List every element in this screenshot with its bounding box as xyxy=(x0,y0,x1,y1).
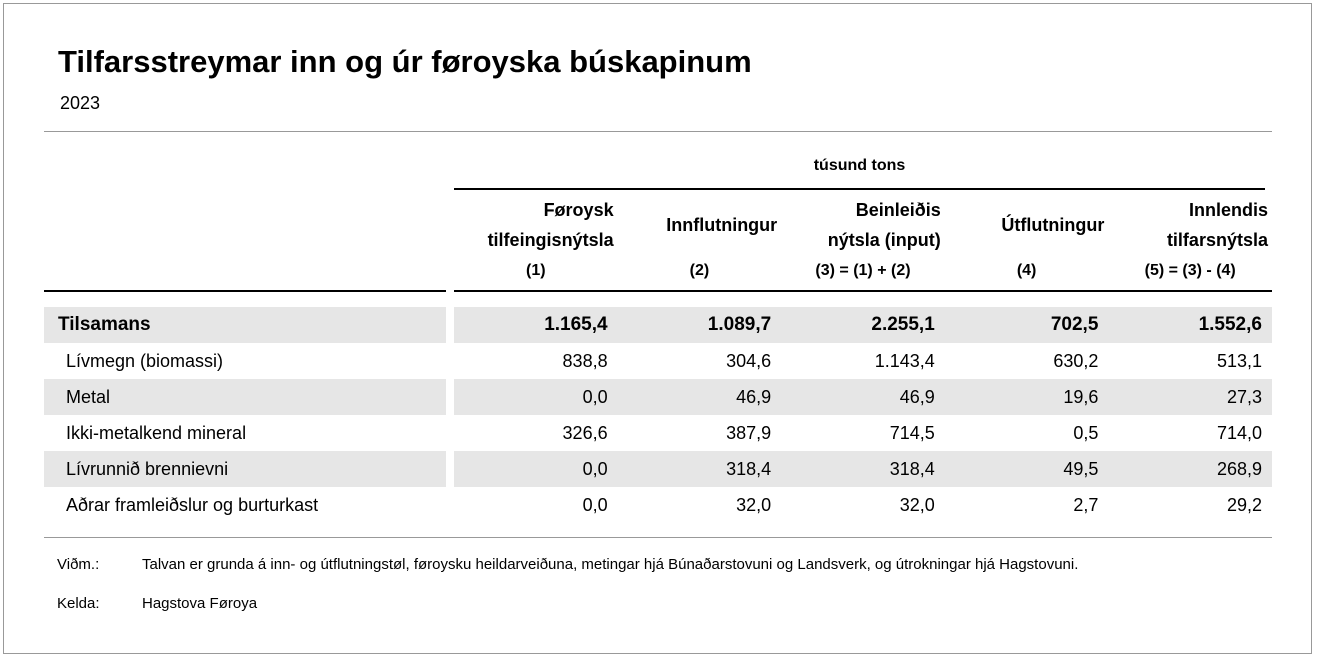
divider xyxy=(44,537,1272,538)
column-code: (3) = (1) + (2) xyxy=(815,262,911,279)
cell-value: 318,4 xyxy=(889,459,935,479)
cell-value: 0,0 xyxy=(582,495,608,515)
cell-value: 268,9 xyxy=(1216,459,1262,479)
header-bottom-rule xyxy=(454,290,1272,292)
table-row: Metal 0,0 46,9 46,9 19,6 27,3 xyxy=(44,379,1272,415)
cell-value: 19,6 xyxy=(1063,387,1099,407)
cell-value: 630,2 xyxy=(1053,351,1099,371)
column-code: (5) = (3) - (4) xyxy=(1144,262,1236,279)
column-header: Beinleiðis nýtsla (input) xyxy=(781,195,945,255)
cell-value: 304,6 xyxy=(726,351,772,371)
year-subtitle: 2023 xyxy=(60,93,101,113)
row-label: Metal xyxy=(44,379,446,415)
column-header-line: Beinleiðis xyxy=(855,200,941,220)
column-header: Innflutningur xyxy=(618,195,782,255)
table-frame xyxy=(3,3,1312,654)
note-text: Talvan er grunda á inn- og útflutningstø… xyxy=(142,556,1079,573)
table-row: Aðrar framleiðslur og burturkast 0,0 32,0 3… xyxy=(44,487,1272,523)
cell-value: 1.143,4 xyxy=(874,351,935,371)
column-header: Føroysk tilfeingisnýtsla xyxy=(454,195,618,255)
column-code: (1) xyxy=(526,262,546,279)
column-code: (4) xyxy=(1016,262,1037,279)
cell-value: 32,0 xyxy=(736,495,772,515)
cell-value: 46,9 xyxy=(736,387,772,407)
column-header-line: nýtsla (input) xyxy=(827,230,941,250)
row-label: Tilsamans xyxy=(44,307,446,343)
row-background xyxy=(454,307,1272,343)
cell-value: 49,5 xyxy=(1063,459,1099,479)
column-header-line: Føroysk xyxy=(543,200,614,220)
cell-value: 1.552,6 xyxy=(1198,314,1262,335)
column-header-line: tilfeingisnýtsla xyxy=(487,230,614,250)
table-row: Lívmegn (biomassi) 838,8 304,6 1.143,4 630,2… xyxy=(44,343,1272,379)
cell-value: 32,0 xyxy=(899,495,935,515)
row-label: Lívmegn (biomassi) xyxy=(66,351,224,371)
cell-value: 27,3 xyxy=(1226,387,1262,407)
source-label: Kelda: xyxy=(57,595,100,612)
cell-value: 0,0 xyxy=(582,459,608,479)
row-background xyxy=(454,379,1272,415)
unit-label: túsund tons xyxy=(813,157,906,174)
column-header-line: Innlendis xyxy=(1188,200,1268,220)
cell-value: 2.255,1 xyxy=(871,314,935,335)
cell-value: 326,6 xyxy=(562,423,608,443)
column-header-line: tilfarsnýtsla xyxy=(1166,230,1268,250)
table-row: Lívrunnið brennievni 0,0 318,4 318,4 49,5 268… xyxy=(44,451,1272,487)
divider xyxy=(44,131,1272,132)
cell-value: 318,4 xyxy=(726,459,772,479)
column-header-line: Innflutningur xyxy=(666,215,778,235)
page-title: Tilfarsstreymar inn og úr føroyska búska… xyxy=(58,44,752,79)
note-label: Viðm.: xyxy=(57,556,100,573)
cell-value: 702,5 xyxy=(1050,314,1099,335)
row-label: Lívrunnið brennievni xyxy=(44,451,446,487)
cell-value: 513,1 xyxy=(1216,351,1262,371)
header-top-rule xyxy=(454,188,1265,190)
cell-value: 387,9 xyxy=(726,423,772,443)
cell-value: 29,2 xyxy=(1226,495,1262,515)
cell-value: 714,5 xyxy=(889,423,935,443)
header-bottom-rule xyxy=(44,290,446,292)
column-header: Innlendis tilfarsnýtsla xyxy=(1108,195,1272,255)
source-text: Hagstova Føroya xyxy=(142,595,258,612)
row-label: Ikki-metalkend mineral xyxy=(66,423,247,443)
cell-value: 0,0 xyxy=(582,387,608,407)
cell-value: 2,7 xyxy=(1073,495,1099,515)
cell-value: 1.165,4 xyxy=(544,314,608,335)
column-header: Útflutningur xyxy=(945,195,1109,255)
cell-value: 0,5 xyxy=(1073,423,1099,443)
total-row: Tilsamans 1.165,4 1.089,7 2.255,1 702,5 1.552… xyxy=(44,307,1272,343)
column-header-line: Útflutningur xyxy=(1001,215,1105,235)
table-row: Ikki-metalkend mineral 326,6 387,9 714,5 0,5… xyxy=(44,415,1272,451)
cell-value: 1.089,7 xyxy=(707,314,772,335)
column-code: (2) xyxy=(689,262,710,279)
cell-value: 46,9 xyxy=(899,387,935,407)
row-label: Aðrar framleiðslur og burturkast xyxy=(66,495,319,515)
cell-value: 838,8 xyxy=(562,351,608,371)
cell-value: 714,0 xyxy=(1216,423,1262,443)
row-background xyxy=(454,451,1272,487)
